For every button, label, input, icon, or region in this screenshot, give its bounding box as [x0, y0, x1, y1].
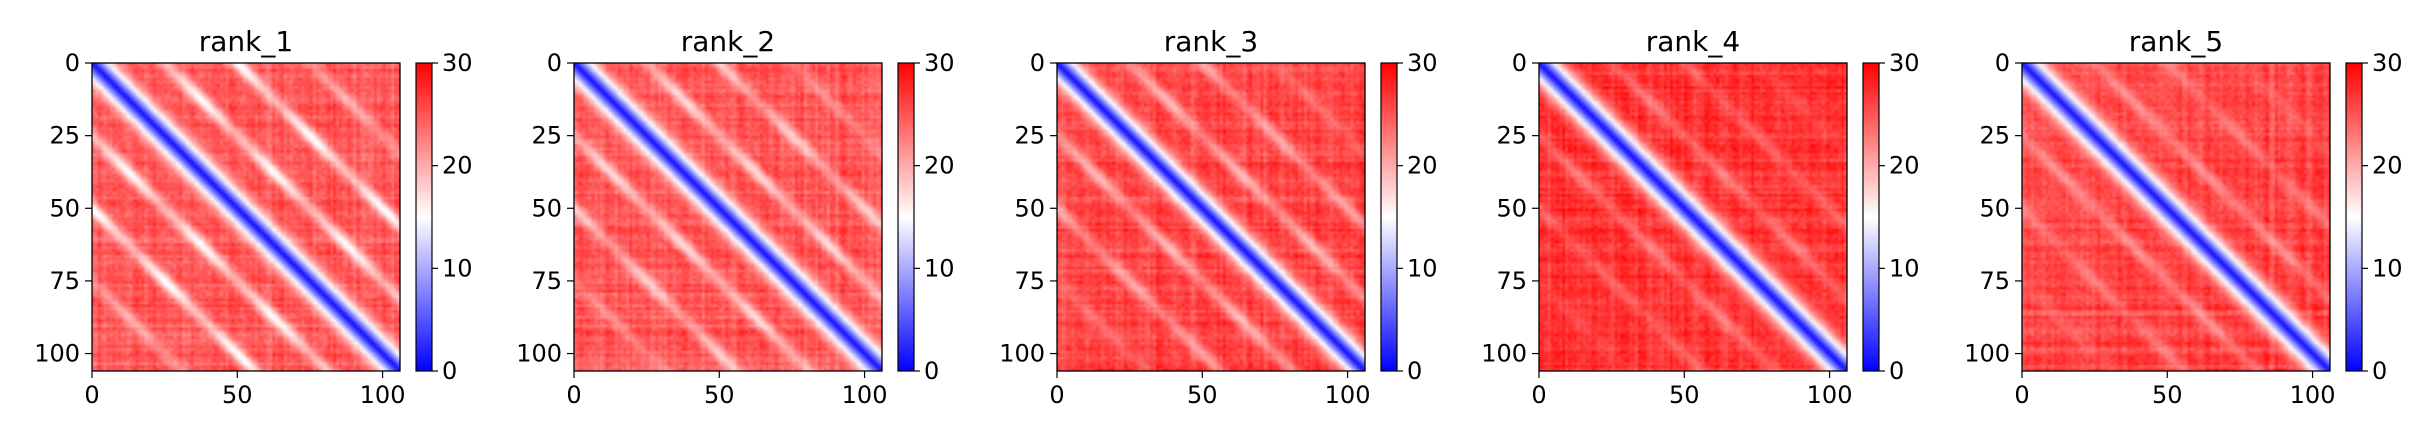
colorbar-tick-label: 30: [924, 49, 955, 77]
colorbar-tick-label: 10: [442, 254, 473, 282]
x-tick-label: 0: [566, 381, 581, 409]
y-tick-label: 75: [1979, 267, 2010, 295]
colorbar-tick-label: 10: [924, 254, 955, 282]
x-tick-label: 50: [2152, 381, 2183, 409]
colorbar-tick-label: 20: [1407, 152, 1438, 180]
colorbar-tick-label: 20: [442, 152, 473, 180]
x-tick-label: 100: [1325, 381, 1371, 409]
colorbar: [2345, 62, 2363, 372]
x-tick-label: 0: [2014, 381, 2029, 409]
colorbar: [415, 62, 433, 372]
plot-frame: [2021, 62, 2331, 372]
panel-title: rank_4: [1646, 25, 1740, 58]
y-tick-label: 100: [516, 340, 562, 368]
panel-title: rank_1: [199, 25, 293, 58]
y-tick-label: 50: [1496, 194, 1527, 222]
heatmap-image: [1539, 63, 1847, 371]
colorbar-tick-label: 20: [1889, 152, 1920, 180]
y-tick-label: 100: [34, 340, 80, 368]
x-tick-label: 0: [1049, 381, 1064, 409]
y-tick-label: 50: [1979, 194, 2010, 222]
plot-frame: [91, 62, 401, 372]
x-tick-label: 100: [360, 381, 406, 409]
colorbar: [1862, 62, 1880, 372]
colorbar-tick-label: 30: [2372, 49, 2403, 77]
y-tick-label: 75: [1496, 267, 1527, 295]
heatmap-image: [574, 63, 882, 371]
panel-title: rank_2: [681, 25, 775, 58]
y-tick-label: 75: [49, 267, 80, 295]
colorbar-tick-label: 0: [924, 357, 939, 385]
heatmap-image: [92, 63, 400, 371]
colorbar-tick-label: 10: [2372, 254, 2403, 282]
panel-title: rank_3: [1164, 25, 1258, 58]
colorbar-tick-label: 10: [1889, 254, 1920, 282]
colorbar-tick-label: 20: [924, 152, 955, 180]
y-tick-label: 25: [1014, 122, 1045, 150]
colorbar-tick-label: 10: [1407, 254, 1438, 282]
x-tick-label: 0: [1531, 381, 1546, 409]
x-tick-label: 100: [1807, 381, 1853, 409]
y-tick-label: 25: [49, 122, 80, 150]
y-tick-label: 50: [531, 194, 562, 222]
colorbar-tick-label: 0: [2372, 357, 2387, 385]
x-tick-label: 100: [2290, 381, 2336, 409]
colorbar: [897, 62, 915, 372]
y-tick-label: 0: [1995, 49, 2010, 77]
y-tick-label: 100: [1964, 340, 2010, 368]
x-tick-label: 50: [1187, 381, 1218, 409]
x-tick-label: 50: [704, 381, 735, 409]
y-tick-label: 0: [1512, 49, 1527, 77]
y-tick-label: 75: [1014, 267, 1045, 295]
y-tick-label: 75: [531, 267, 562, 295]
colorbar-tick-label: 30: [442, 49, 473, 77]
y-tick-label: 50: [49, 194, 80, 222]
y-tick-label: 25: [1979, 122, 2010, 150]
y-tick-label: 0: [1030, 49, 1045, 77]
y-tick-label: 0: [65, 49, 80, 77]
heatmap-image: [2022, 63, 2330, 371]
colorbar-tick-label: 0: [442, 357, 457, 385]
heatmap-image: [1057, 63, 1365, 371]
colorbar-tick-label: 0: [1889, 357, 1904, 385]
y-tick-label: 25: [531, 122, 562, 150]
y-tick-label: 0: [547, 49, 562, 77]
y-tick-label: 25: [1496, 122, 1527, 150]
y-tick-label: 100: [1481, 340, 1527, 368]
colorbar-tick-label: 0: [1407, 357, 1422, 385]
panel-title: rank_5: [2129, 25, 2223, 58]
plot-frame: [1056, 62, 1366, 372]
colorbar-tick-label: 20: [2372, 152, 2403, 180]
colorbar-tick-label: 30: [1407, 49, 1438, 77]
plot-frame: [573, 62, 883, 372]
plot-frame: [1538, 62, 1848, 372]
colorbar-tick-label: 30: [1889, 49, 1920, 77]
x-tick-label: 0: [84, 381, 99, 409]
x-tick-label: 100: [842, 381, 888, 409]
x-tick-label: 50: [1669, 381, 1700, 409]
colorbar: [1380, 62, 1398, 372]
y-tick-label: 100: [999, 340, 1045, 368]
y-tick-label: 50: [1014, 194, 1045, 222]
x-tick-label: 50: [222, 381, 253, 409]
